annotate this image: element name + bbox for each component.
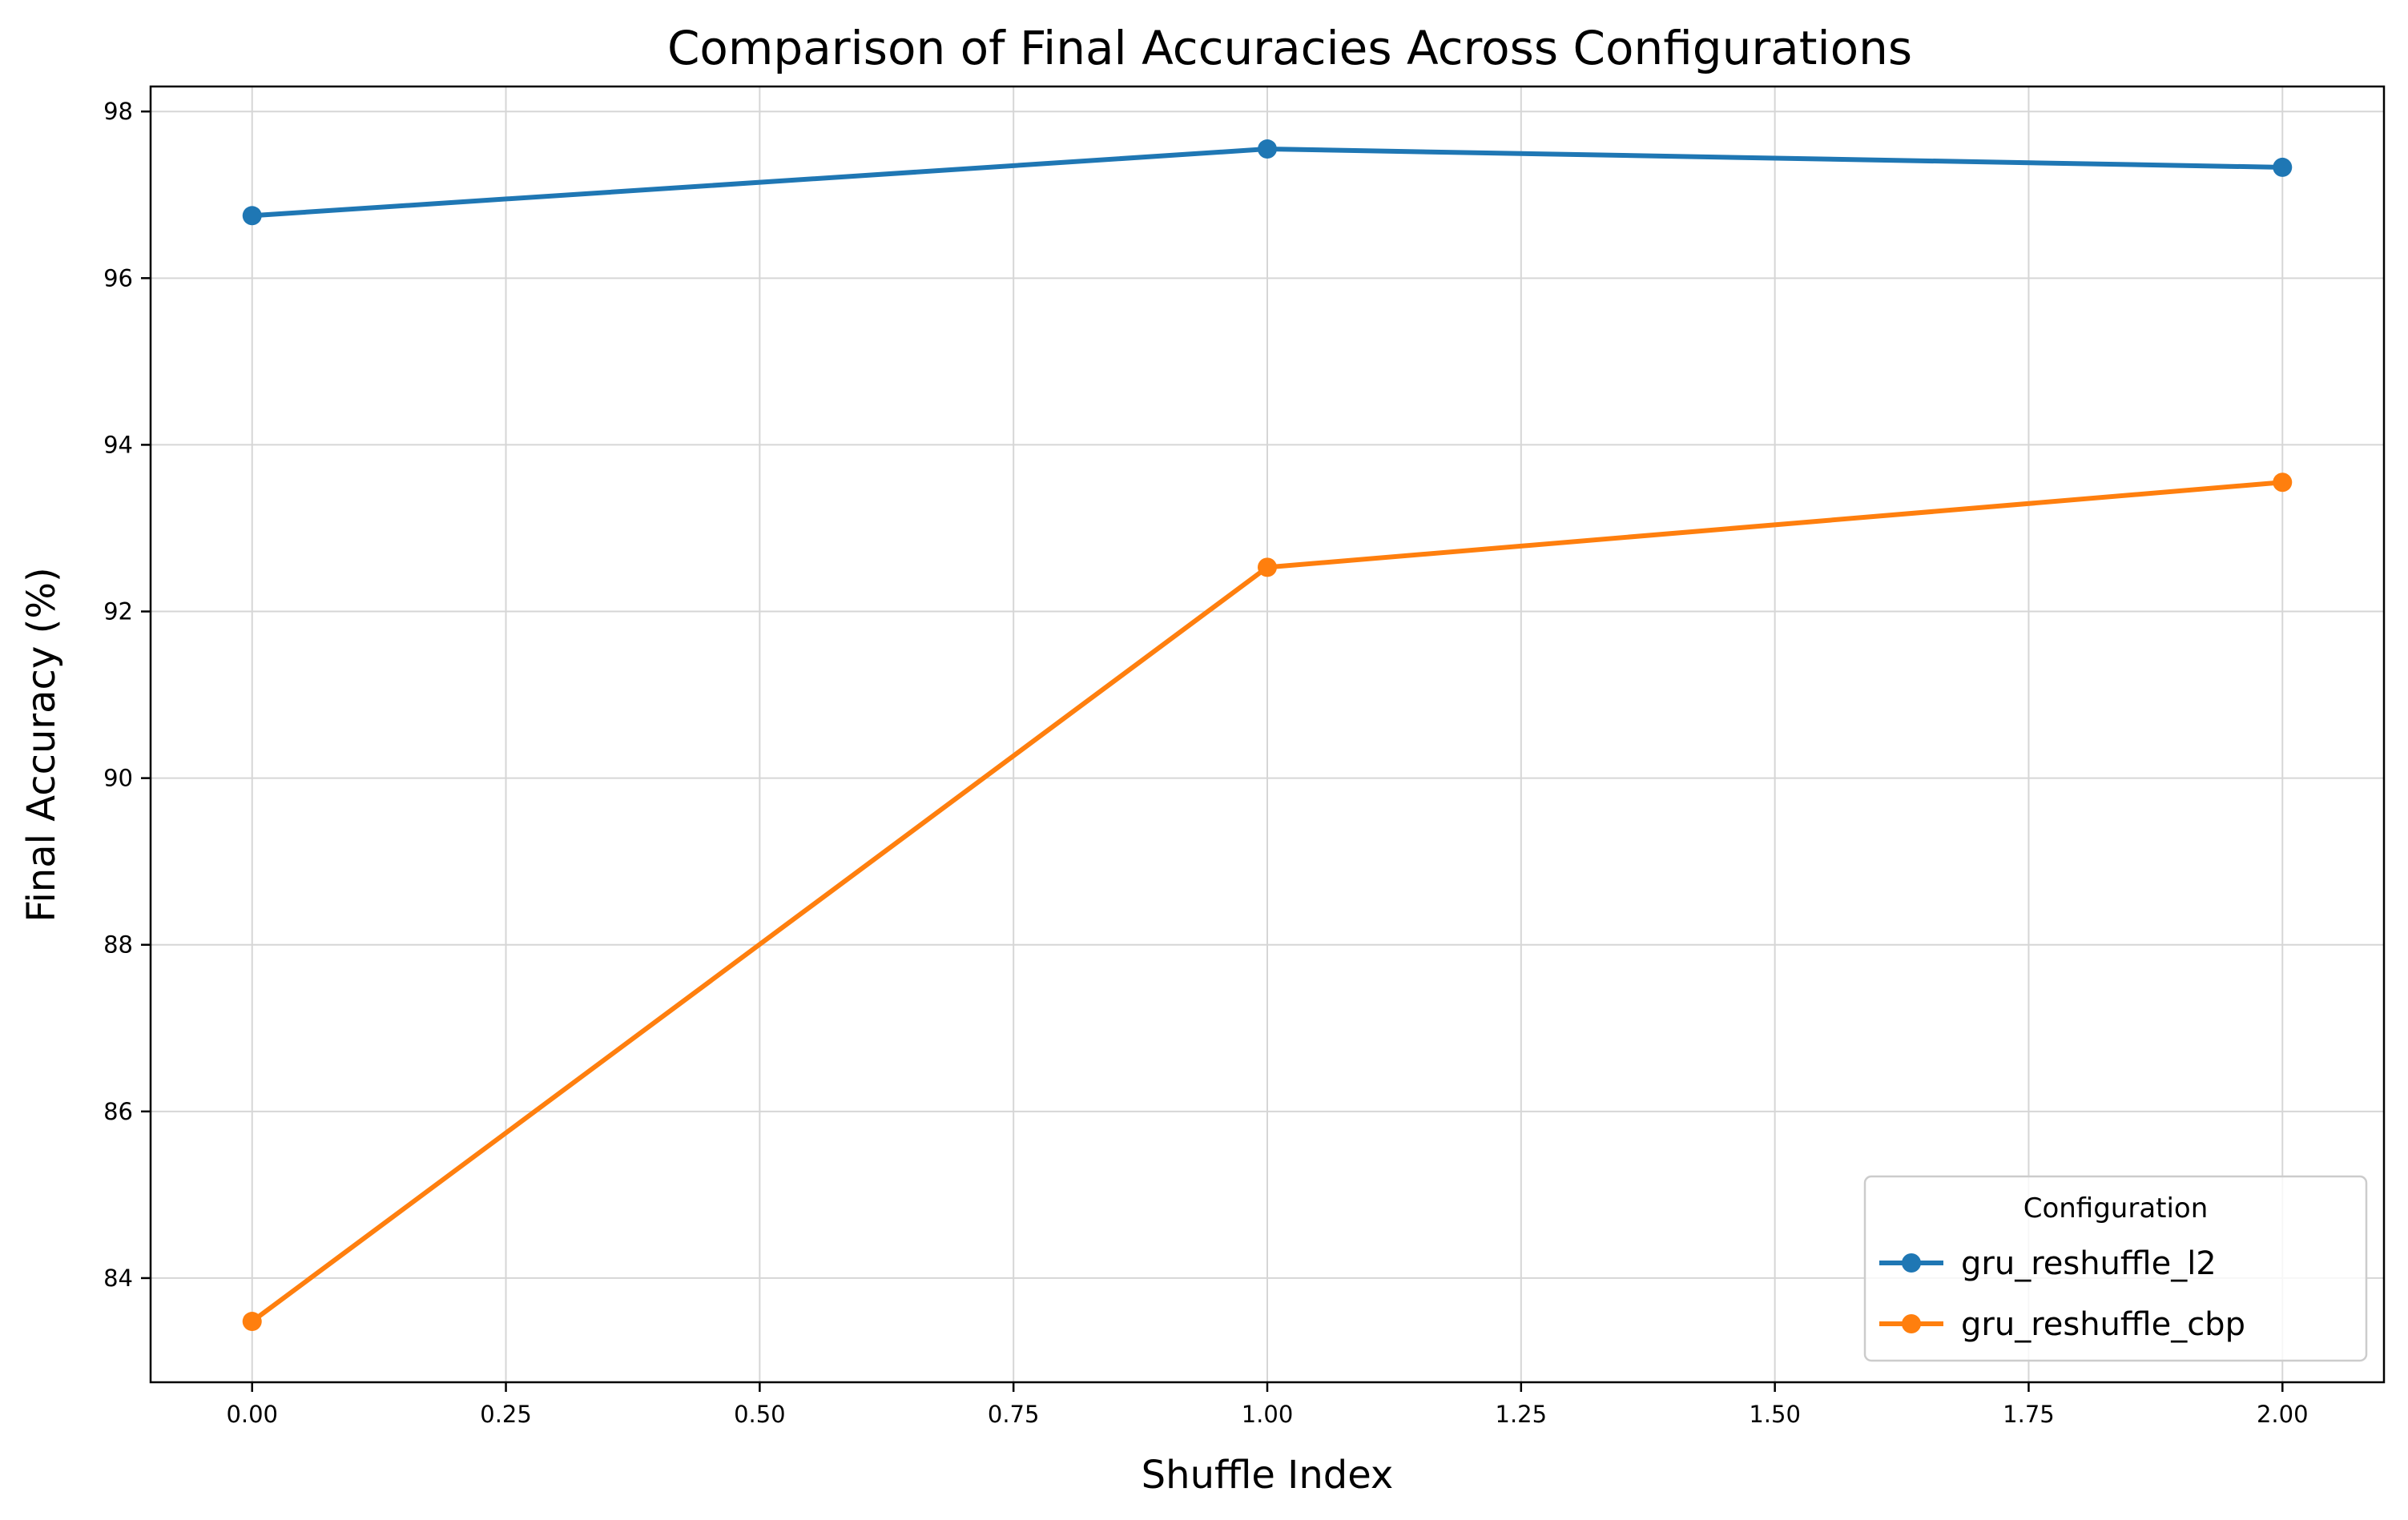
y-tick-label: 88 (103, 931, 133, 959)
series-gru_reshuffle_cbp (242, 472, 2293, 1332)
y-axis-label: Final Accuracy (%) (19, 567, 64, 922)
y-tick-label: 92 (103, 598, 133, 625)
x-axis-ticks: 0.00 0.25 0.50 0.75 1.00 1.25 1.50 1.75 2.00 (226, 1382, 2309, 1428)
legend: Configuration gru_reshuffle_l2gru_reshuf… (1863, 1175, 2368, 1362)
y-tick-label: 94 (103, 431, 133, 458)
legend-label: gru_reshuffle_cbp (1961, 1306, 2245, 1343)
data-point (1258, 139, 1277, 159)
data-point (242, 1312, 262, 1332)
x-tick-label: 1.50 (1749, 1401, 1801, 1428)
series-layer (242, 139, 2293, 1332)
chart-title: Comparison of Final Accuracies Across Co… (667, 21, 1912, 75)
x-tick-label: 2.00 (2257, 1401, 2309, 1428)
x-tick-label: 1.25 (1496, 1401, 1548, 1428)
legend-box (1863, 1175, 2368, 1362)
series-gru_reshuffle_l2 (242, 139, 2293, 226)
legend-marker (1902, 1314, 1921, 1333)
x-tick-label: 0.75 (988, 1401, 1040, 1428)
x-axis-label: Shuffle Index (1142, 1453, 1394, 1498)
legend-entries: gru_reshuffle_l2 gru_reshuffle_cbp (1879, 1245, 2245, 1343)
y-tick-label: 90 (103, 765, 133, 792)
y-tick-label: 86 (103, 1098, 133, 1125)
y-tick-label: 96 (103, 264, 133, 292)
legend-entry: gru_reshuffle_l2 (1879, 1245, 2217, 1282)
legend-label: gru_reshuffle_l2 (1961, 1245, 2217, 1282)
x-tick-label: 1.00 (1242, 1401, 1294, 1428)
legend-title: Configuration (2023, 1192, 2209, 1224)
data-point (2273, 472, 2293, 493)
x-tick-label: 0.50 (734, 1401, 786, 1428)
x-tick-label: 0.25 (480, 1401, 532, 1428)
x-tick-label: 0.00 (226, 1401, 278, 1428)
y-axis-ticks: 84 86 88 90 92 94 96 98 (103, 98, 151, 1292)
data-point (1258, 557, 1277, 577)
legend-entry: gru_reshuffle_cbp (1879, 1306, 2245, 1343)
x-tick-label: 1.75 (2003, 1401, 2055, 1428)
legend-marker (1902, 1253, 1921, 1273)
data-point (2273, 157, 2293, 177)
y-tick-label: 84 (103, 1265, 133, 1292)
data-point (242, 206, 262, 226)
y-tick-label: 98 (103, 98, 133, 125)
